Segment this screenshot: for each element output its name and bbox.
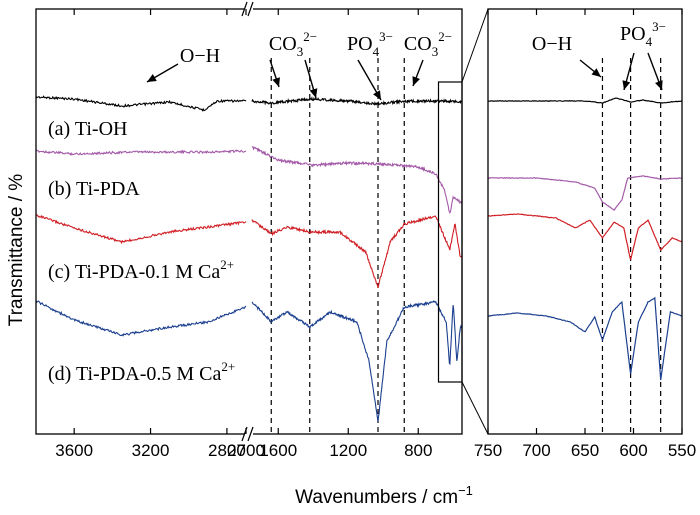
band-annotation-sup: 2− <box>303 29 317 44</box>
x-tick-label: 3200 <box>132 441 170 460</box>
x-tick-label: 2800 <box>208 441 246 460</box>
annotation-arrowhead <box>147 74 157 82</box>
band-annotation: CO32− <box>269 29 317 59</box>
series-label: (d) Ti-PDA-0.5 M Ca2+ <box>48 359 235 385</box>
x-tick-label: 600 <box>619 441 647 460</box>
y-axis-title: Transmittance / % <box>6 174 27 327</box>
series-line-main-left <box>35 214 247 245</box>
series-line-main-right <box>251 96 462 106</box>
zoom-window <box>437 81 463 383</box>
axis-break-mark <box>247 1 254 17</box>
x-axis-title-text: Wavenumbers / cm <box>295 487 458 508</box>
x-axis-title-group: Wavenumbers / cm−1 <box>295 483 473 508</box>
axis-break-mark <box>247 426 254 442</box>
reference-lines <box>270 58 662 432</box>
series-label-text: (b) Ti-PDA <box>48 178 140 200</box>
axis-break-gap <box>245 428 253 440</box>
series-line-main-left <box>35 149 247 156</box>
x-tick-label: 1600 <box>259 441 297 460</box>
band-annotation-text: O−H <box>180 45 220 67</box>
annotation-arrowhead <box>622 80 631 90</box>
series-line-inset <box>487 97 683 104</box>
series-labels: (a) Ti-OH(b) Ti-PDA(c) Ti-PDA-0.1 M Ca2+… <box>48 118 235 385</box>
band-annotation-sub: 3 <box>297 44 304 59</box>
zoom-connector <box>461 381 489 435</box>
band-annotation-text: PO <box>620 23 646 45</box>
series-line-main-left <box>35 95 247 112</box>
axis-break-mark <box>241 1 248 17</box>
series-label-sup: 2+ <box>220 257 234 272</box>
x-tick-label: 700 <box>522 441 550 460</box>
annotation-arrowhead <box>309 88 318 98</box>
band-annotation: PO43− <box>620 19 666 49</box>
x-tick-label: 2700 <box>227 441 265 460</box>
band-annotation-sub: 4 <box>373 44 380 59</box>
band-annotation-sub: 4 <box>646 34 653 49</box>
band-annotation: O−H <box>532 33 572 55</box>
zoom-connector <box>461 8 489 83</box>
x-tick-label: 550 <box>668 441 696 460</box>
series-label-text: (c) Ti-PDA-0.1 M Ca <box>48 261 220 283</box>
annotation-arrowhead <box>373 90 381 100</box>
band-annotation-sup: 2− <box>438 29 452 44</box>
series-label: (c) Ti-PDA-0.1 M Ca2+ <box>48 257 234 283</box>
x-tick-label: 3600 <box>55 441 93 460</box>
band-annotation: CO32− <box>404 29 452 59</box>
series-line-main-right <box>251 215 463 288</box>
series-label: (a) Ti-OH <box>48 118 127 140</box>
band-annotation-sup: 3− <box>652 19 666 34</box>
series-line-main-right <box>251 146 463 215</box>
annotation-arrowhead <box>591 68 601 77</box>
x-tick-label: 800 <box>404 441 432 460</box>
axis-break-gap <box>245 3 253 15</box>
series-line-inset <box>487 296 682 381</box>
band-annotation-text: CO <box>404 33 432 55</box>
band-annotation-text: PO <box>347 33 373 55</box>
annotation-arrowhead <box>272 77 280 87</box>
band-annotation: O−H <box>180 45 220 67</box>
annotation-arrowhead <box>655 80 663 90</box>
band-annotation-sup: 3− <box>379 29 393 44</box>
series-line-inset <box>487 175 683 211</box>
x-axis-title: Wavenumbers / cm−1 <box>295 483 473 508</box>
x-tick-label: 750 <box>474 441 502 460</box>
band-annotation: PO43− <box>347 29 393 59</box>
series-label-text: (d) Ti-PDA-0.5 M Ca <box>48 363 221 385</box>
x-axis-title-sup: −1 <box>458 483 473 498</box>
series-line-main-right <box>251 300 462 422</box>
series-line-main-left <box>35 300 247 337</box>
band-annotation-text: O−H <box>532 33 572 55</box>
series-label-text: (a) Ti-OH <box>48 118 127 140</box>
y-axis-title-group: Transmittance / % <box>6 174 27 327</box>
series-label: (b) Ti-PDA <box>48 178 140 200</box>
band-annotation-sub: 3 <box>432 44 439 59</box>
series-line-inset <box>487 213 683 260</box>
annotation-arrowhead <box>412 76 420 86</box>
panel-frames <box>35 1 683 442</box>
series-label-sup: 2+ <box>221 359 235 374</box>
x-tick-label: 650 <box>571 441 599 460</box>
spectra <box>35 95 683 422</box>
x-tick-label: 1200 <box>329 441 367 460</box>
band-annotation-text: CO <box>269 33 297 55</box>
inset-panel-frame <box>487 8 683 435</box>
